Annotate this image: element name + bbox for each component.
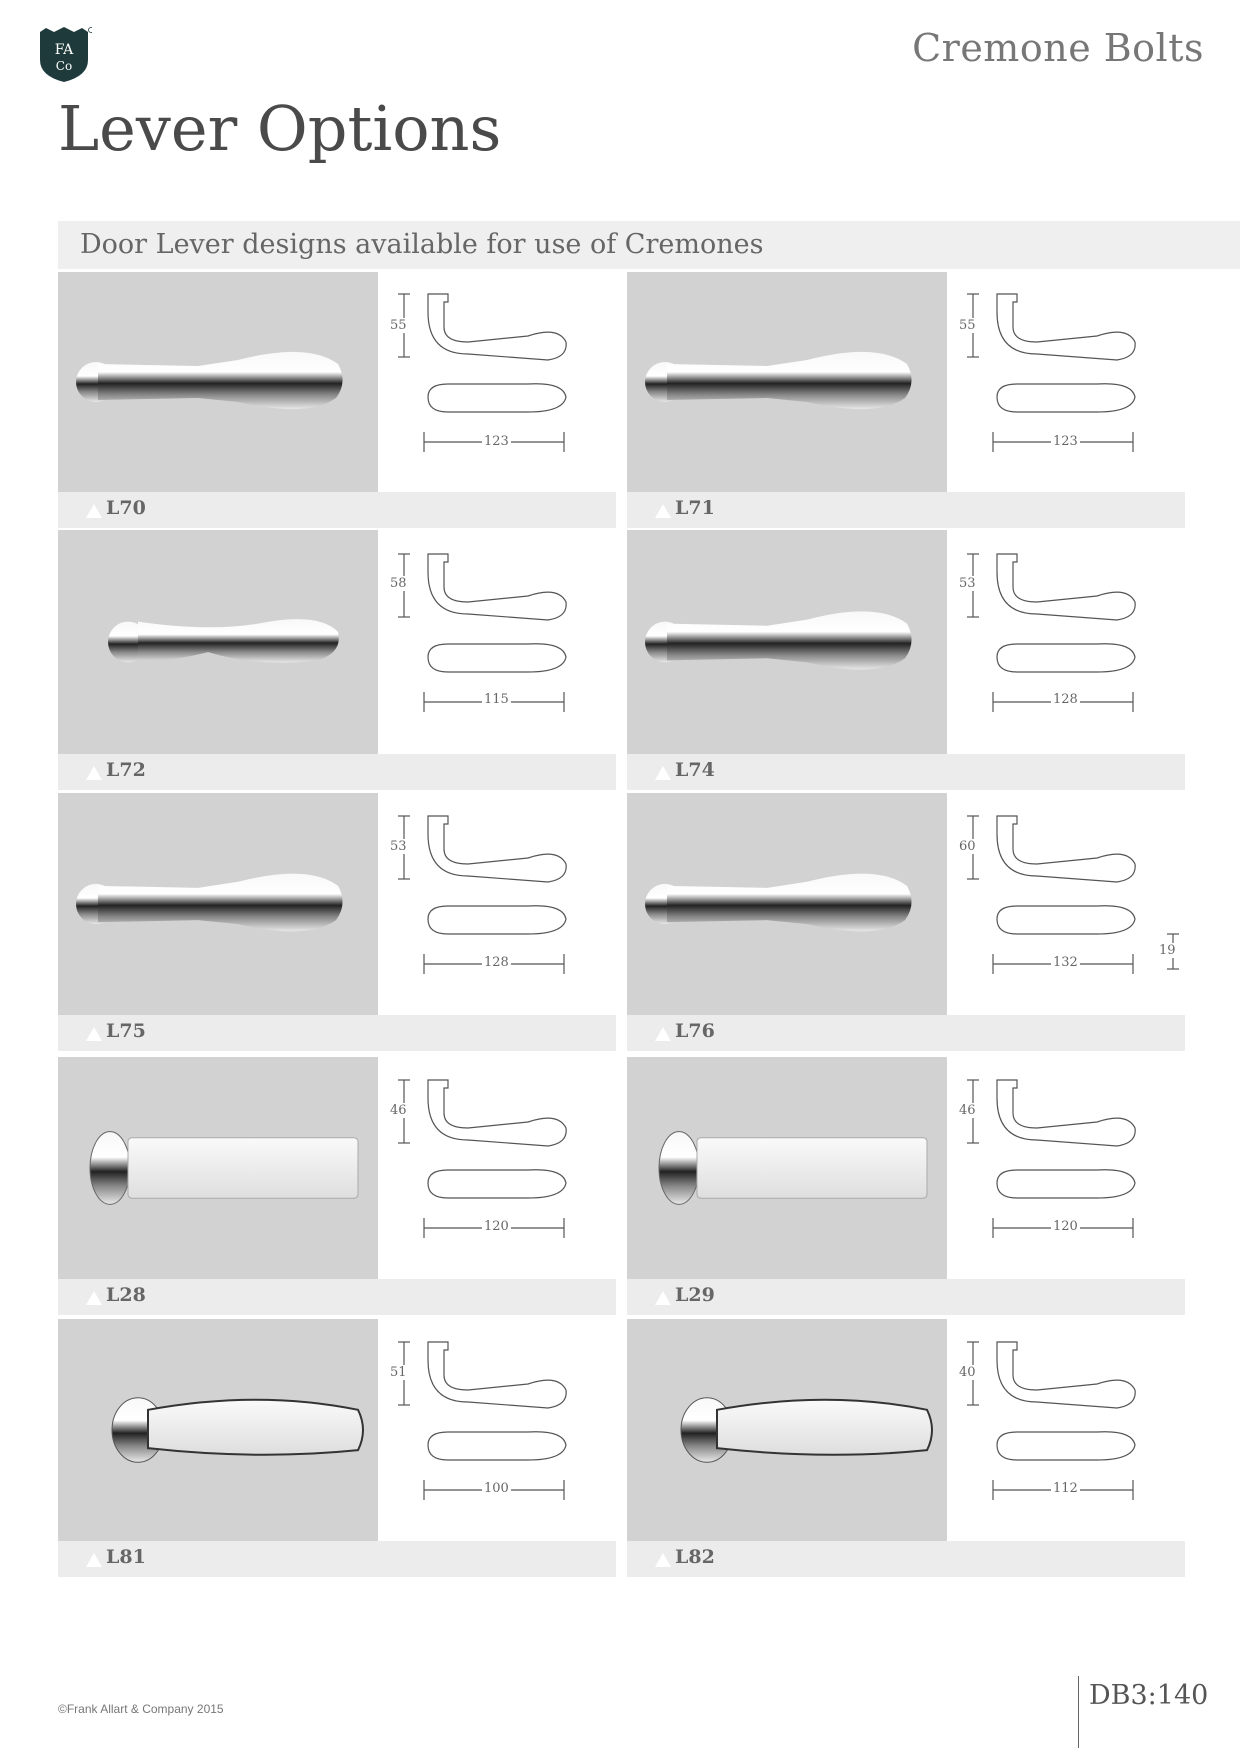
lever-label-bar: L76	[627, 1015, 1185, 1051]
height-dimension: 46	[957, 1103, 978, 1118]
lever-technical-drawing: 40 112	[947, 1319, 1185, 1541]
lever-card: 53 128 L74	[627, 530, 1185, 790]
length-dimension: 132	[1051, 955, 1080, 970]
lever-photo	[627, 1319, 947, 1541]
lever-technical-drawing: 46 120	[378, 1057, 616, 1279]
length-dimension: 123	[1051, 434, 1080, 449]
triangle-icon	[86, 1553, 102, 1567]
length-dimension: 128	[482, 955, 511, 970]
depth-dimension: 19	[1157, 943, 1178, 958]
triangle-icon	[86, 504, 102, 518]
lever-code: L82	[675, 1546, 715, 1568]
lever-photo	[627, 1057, 947, 1279]
lever-card: 58 115 L72	[58, 530, 616, 790]
lever-label-bar: L74	[627, 754, 1185, 790]
lever-card: 40 112 L82	[627, 1319, 1185, 1577]
lever-label-bar: L29	[627, 1279, 1185, 1315]
triangle-icon	[655, 766, 671, 780]
lever-card: 46 120 L28	[58, 1057, 616, 1315]
lever-photo	[58, 793, 378, 1015]
page-title: Lever Options	[58, 92, 502, 165]
lever-label-bar: L75	[58, 1015, 616, 1051]
copyright-text: ©Frank Allart & Company 2015	[58, 1702, 224, 1716]
lever-code: L81	[106, 1546, 146, 1568]
lever-label-bar: L72	[58, 754, 616, 790]
lever-card: 55 123 L70	[58, 272, 616, 528]
triangle-icon	[86, 1027, 102, 1041]
triangle-icon	[86, 1291, 102, 1305]
lever-card: 46 120 L29	[627, 1057, 1185, 1315]
lever-code: L72	[106, 759, 146, 781]
triangle-icon	[655, 1027, 671, 1041]
lever-card: 53 128 L75	[58, 793, 616, 1051]
triangle-icon	[86, 766, 102, 780]
lever-technical-drawing: 60 132 19	[947, 793, 1185, 1015]
lever-card: 55 123 L71	[627, 272, 1185, 528]
triangle-icon	[655, 1553, 671, 1567]
lever-photo	[627, 530, 947, 754]
lever-card: 60 132 19 L76	[627, 793, 1185, 1051]
lever-label-bar: L71	[627, 492, 1185, 528]
lever-technical-drawing: 53 128	[947, 530, 1185, 754]
lever-photo	[58, 1319, 378, 1541]
length-dimension: 100	[482, 1481, 511, 1496]
lever-code: L71	[675, 497, 715, 519]
lever-label-bar: L82	[627, 1541, 1185, 1577]
lever-card: 51 100 L81	[58, 1319, 616, 1577]
height-dimension: 60	[957, 839, 978, 854]
lever-technical-drawing: 53 128	[378, 793, 616, 1015]
length-dimension: 112	[1051, 1481, 1080, 1496]
lever-label-bar: L28	[58, 1279, 616, 1315]
height-dimension: 58	[388, 576, 409, 591]
lever-technical-drawing: 46 120	[947, 1057, 1185, 1279]
lever-photo	[58, 1057, 378, 1279]
lever-photo	[627, 793, 947, 1015]
height-dimension: 40	[957, 1365, 978, 1380]
svg-text:FA: FA	[55, 42, 74, 58]
lever-code: L70	[106, 497, 146, 519]
height-dimension: 55	[388, 318, 409, 333]
length-dimension: 115	[482, 692, 511, 707]
page-number: DB3:140	[1078, 1676, 1208, 1748]
banner-heading: Door Lever designs available for use of …	[58, 221, 1240, 269]
lever-technical-drawing: 51 100	[378, 1319, 616, 1541]
lever-code: L76	[675, 1020, 715, 1042]
company-logo: FA Co	[40, 27, 92, 82]
length-dimension: 120	[1051, 1219, 1080, 1234]
lever-code: L74	[675, 759, 715, 781]
length-dimension: 123	[482, 434, 511, 449]
section-title: Cremone Bolts	[912, 26, 1204, 70]
svg-text:Co: Co	[56, 59, 72, 73]
lever-technical-drawing: 55 123	[947, 272, 1185, 492]
height-dimension: 51	[388, 1365, 409, 1380]
height-dimension: 46	[388, 1103, 409, 1118]
lever-code: L75	[106, 1020, 146, 1042]
lever-technical-drawing: 55 123	[378, 272, 616, 492]
length-dimension: 128	[1051, 692, 1080, 707]
lever-photo	[58, 530, 378, 754]
triangle-icon	[655, 504, 671, 518]
lever-code: L29	[675, 1284, 715, 1306]
height-dimension: 53	[388, 839, 409, 854]
height-dimension: 55	[957, 318, 978, 333]
lever-label-bar: L70	[58, 492, 616, 528]
lever-photo	[627, 272, 947, 492]
triangle-icon	[655, 1291, 671, 1305]
height-dimension: 53	[957, 576, 978, 591]
lever-photo	[58, 272, 378, 492]
lever-code: L28	[106, 1284, 146, 1306]
lever-technical-drawing: 58 115	[378, 530, 616, 754]
length-dimension: 120	[482, 1219, 511, 1234]
lever-label-bar: L81	[58, 1541, 616, 1577]
